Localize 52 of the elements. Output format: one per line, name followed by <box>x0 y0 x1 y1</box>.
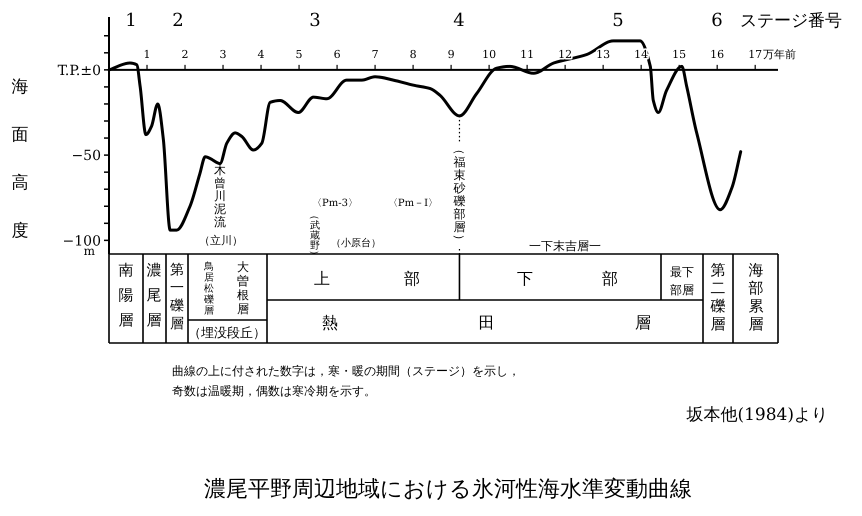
x-tick-label: 8 <box>410 48 417 61</box>
x-tick-label: 10 <box>482 48 496 61</box>
annotation: 〈Pm－I〉 <box>388 198 438 209</box>
text: 下部 <box>517 269 618 288</box>
x-tick-label: 3 <box>220 48 227 61</box>
text: 海面高度 <box>12 77 28 241</box>
text: 海部累層 <box>748 260 764 333</box>
x-tick-label: 17 <box>748 48 762 61</box>
annotation: 5 <box>612 10 624 31</box>
x-tick-label: 9 <box>448 48 455 61</box>
x-tick-label: 11 <box>520 48 534 61</box>
annotation: 6 <box>711 10 723 31</box>
x-axis-title: 万年前 <box>763 48 796 61</box>
y-tick-label: −100 <box>62 233 101 250</box>
text: 第二礫層 <box>710 260 726 333</box>
text: 奇数は温暖期，偶数は寒冷期を示す。 <box>172 384 376 398</box>
x-tick-label: 15 <box>672 48 686 61</box>
annotation: （福束砂礫部層） <box>452 143 466 246</box>
annotation: 1 <box>125 10 137 31</box>
annotation: 木曾川泥流 <box>214 162 226 229</box>
text: （埋没段丘） <box>188 326 266 341</box>
annotation: （立川） <box>199 234 243 247</box>
annotation: 〈Pm-3〉 <box>312 198 358 209</box>
text: 濃尾平野周辺地域における氷河性海水準変動曲線 <box>204 477 692 502</box>
annotation: 3 <box>309 10 321 31</box>
text: 第一礫層 <box>169 262 184 332</box>
x-tick-label: 13 <box>596 48 610 61</box>
text: 上部 <box>314 269 420 288</box>
annotation: 4 <box>453 10 465 31</box>
x-tick-label: 4 <box>258 48 265 61</box>
text: 曲線の上に付された数字は，寒・暖の期間（ステージ）を示し， <box>172 364 520 378</box>
x-tick-label: 1 <box>144 48 151 61</box>
text: 最下部層 <box>670 265 694 297</box>
x2-axis-title: ステージ番号 <box>740 11 842 31</box>
annotation: 2 <box>172 10 184 31</box>
text: 大曽根層 <box>237 260 249 316</box>
x-tick-label: 2 <box>182 48 189 61</box>
x-tick-label: 7 <box>372 48 379 61</box>
text: 鳥居松礫層 <box>203 260 214 316</box>
text: 坂本他(1984)より <box>685 405 828 425</box>
x-tick-label: 16 <box>710 48 724 61</box>
annotation: （小原台） <box>331 237 381 249</box>
text: 熱田層 <box>322 313 651 332</box>
y-tick-label: −50 <box>71 148 101 164</box>
x-tick-label: 5 <box>296 48 303 61</box>
text: 南陽層 <box>118 260 134 329</box>
annotation: （武蔵野） <box>308 210 320 260</box>
x-tick-label: 12 <box>558 48 572 61</box>
x-tick-label: 6 <box>334 48 341 61</box>
text: 濃尾層 <box>146 260 162 329</box>
annotation: 一下末吉層一 <box>529 239 601 253</box>
y-tick-label: T.P.±0 <box>58 62 101 79</box>
